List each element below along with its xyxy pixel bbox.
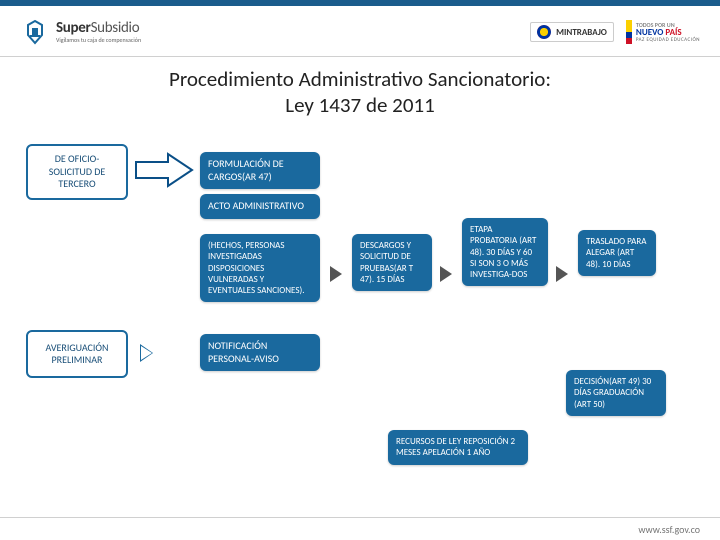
node-notificacion: NOTIFICACIÓN PERSONAL-AVISO xyxy=(200,334,320,371)
node-decision: DECISIÓN(ART 49) 30 DÍAS GRADUACIÓN (ART… xyxy=(566,370,666,416)
node-formulacion: FORMULACIÓN DE CARGOS(AR 47) xyxy=(200,152,320,189)
brand-logo: SuperSubsidio Vigilamos tu caja de compe… xyxy=(20,17,141,47)
chevron-right-icon xyxy=(330,266,342,282)
brand-bold: Super xyxy=(56,19,91,37)
node-recursos-label: RECURSOS DE LEY REPOSICIÓN 2 MESES APELA… xyxy=(396,436,515,458)
node-decision-label: DECISIÓN(ART 49) 30 DÍAS GRADUACIÓN (ART… xyxy=(574,376,651,410)
node-descargos: DESCARGOS Y SOLICITUD DE PRUEBAS(AR T 47… xyxy=(352,234,432,291)
footer-url: www.ssf.gov.co xyxy=(638,523,700,536)
mintrabajo-icon xyxy=(537,25,551,39)
node-averiguacion-label: AVERIGUACIÓN PRELIMINAR xyxy=(36,342,118,367)
title-line2: Ley 1437 de 2011 xyxy=(0,92,720,118)
node-oficio: DE OFICIO- SOLICITUD DE TERCERO xyxy=(26,144,128,200)
header: SuperSubsidio Vigilamos tu caja de compe… xyxy=(0,8,720,56)
chevron-right-icon xyxy=(556,266,568,282)
node-oficio-label: DE OFICIO- SOLICITUD DE TERCERO xyxy=(36,153,118,191)
top-accent-bar xyxy=(0,0,720,6)
flowchart-canvas: DE OFICIO- SOLICITUD DE TERCERO AVERIGUA… xyxy=(0,130,720,510)
np-line2b: PAÍS xyxy=(665,27,681,38)
brand-icon xyxy=(20,17,50,47)
nuevopais-badge: TODOS POR UN NUEVO PAÍS PAZ EQUIDAD EDUC… xyxy=(626,20,700,44)
node-averiguacion: AVERIGUACIÓN PRELIMINAR xyxy=(26,330,128,378)
chevron-right-icon xyxy=(140,344,153,362)
arrow-right-icon xyxy=(134,150,194,190)
node-traslado-label: TRASLADO PARA ALEGAR (ART 48). 10 DÍAS xyxy=(586,236,646,270)
node-acto-label: ACTO ADMINISTRATIVO xyxy=(208,199,304,212)
chevron-right-icon xyxy=(440,266,452,282)
page-title: Procedimiento Administrativo Sancionator… xyxy=(0,66,720,118)
node-etapa-label: ETAPA PROBATORIA (ART 48). 30 DÍAS Y 60 … xyxy=(470,224,536,280)
node-notificacion-label: NOTIFICACIÓN PERSONAL-AVISO xyxy=(208,339,279,365)
node-recursos: RECURSOS DE LEY REPOSICIÓN 2 MESES APELA… xyxy=(388,430,528,465)
node-descargos-label: DESCARGOS Y SOLICITUD DE PRUEBAS(AR T 47… xyxy=(360,240,413,285)
colombia-flag-icon xyxy=(626,20,632,44)
brand-text: SuperSubsidio Vigilamos tu caja de compe… xyxy=(56,21,141,43)
mintrabajo-label: MINTRABAJO xyxy=(556,27,607,38)
brand-sub: Vigilamos tu caja de compensación xyxy=(56,37,141,43)
node-hechos-label: (HECHOS, PERSONAS INVESTIGADAS DISPOSICI… xyxy=(208,240,305,296)
node-formulacion-label: FORMULACIÓN DE CARGOS(AR 47) xyxy=(208,157,284,183)
node-hechos: (HECHOS, PERSONAS INVESTIGADAS DISPOSICI… xyxy=(200,234,320,302)
brand-thin: Subsidio xyxy=(91,19,140,37)
title-line1: Procedimiento Administrativo Sancionator… xyxy=(0,66,720,92)
mintrabajo-badge: MINTRABAJO xyxy=(530,22,614,42)
node-acto: ACTO ADMINISTRATIVO xyxy=(200,194,320,219)
header-divider xyxy=(0,56,720,57)
node-traslado: TRASLADO PARA ALEGAR (ART 48). 10 DÍAS xyxy=(578,230,656,276)
footer-divider xyxy=(0,517,720,518)
header-right: MINTRABAJO TODOS POR UN NUEVO PAÍS PAZ E… xyxy=(530,20,700,44)
node-etapa: ETAPA PROBATORIA (ART 48). 30 DÍAS Y 60 … xyxy=(462,218,548,286)
np-line3: PAZ EQUIDAD EDUCACIÓN xyxy=(636,38,700,43)
np-line2a: NUEVO xyxy=(636,27,663,38)
